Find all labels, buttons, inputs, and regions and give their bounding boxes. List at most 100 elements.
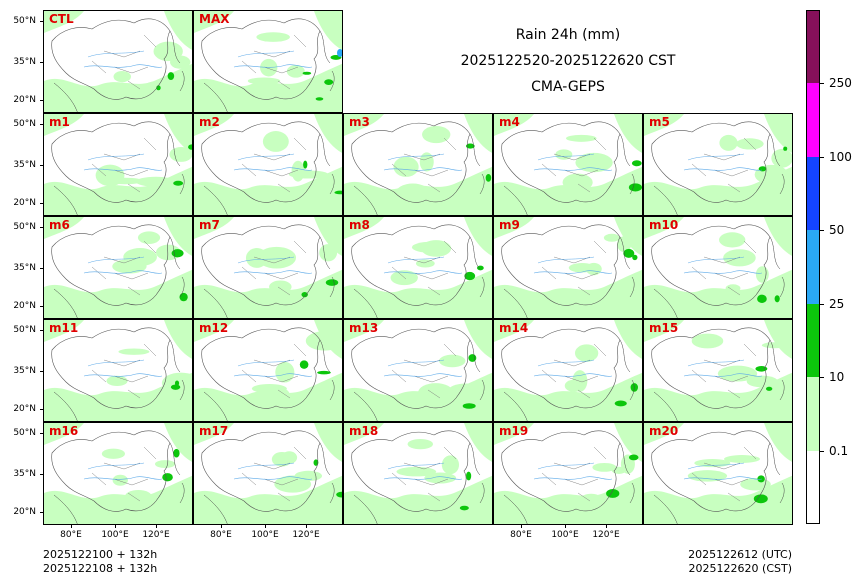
panel-label: m4	[499, 115, 520, 129]
river	[533, 476, 613, 480]
country-border	[51, 224, 171, 306]
coastline	[203, 82, 228, 112]
coastline	[769, 442, 785, 504]
country-border	[501, 327, 621, 409]
country-border	[351, 224, 471, 306]
rain-area-light	[614, 114, 642, 153]
longitude-tick-mark	[606, 525, 607, 528]
river	[537, 359, 595, 367]
river	[83, 167, 163, 171]
map-panel: m8	[343, 216, 493, 319]
rain-area-moderate	[303, 160, 308, 169]
rain-area-light	[251, 384, 287, 394]
coastline	[353, 185, 378, 215]
rain-area-moderate	[162, 473, 173, 482]
colorbar-tick-label: 50	[829, 223, 845, 238]
river	[383, 167, 463, 171]
rain-area-moderate	[302, 71, 312, 75]
latitude-tick-label: 20°N	[13, 404, 36, 414]
river	[683, 476, 763, 480]
river	[237, 50, 295, 58]
rain-area-light	[344, 475, 492, 524]
rain-area-light	[44, 166, 192, 215]
latitude-tick-mark	[40, 203, 43, 204]
latitude-tick-label: 20°N	[13, 198, 36, 208]
longitude-tick-label: 120°E	[592, 530, 620, 540]
country-border	[201, 224, 321, 306]
river	[687, 153, 745, 161]
river	[387, 153, 445, 161]
valid-period: 2025122520-2025122620 CST	[460, 53, 676, 69]
province-borders	[91, 343, 157, 399]
map-background	[644, 423, 792, 524]
longitude-tick-mark	[71, 525, 72, 528]
river	[387, 462, 445, 470]
coastline	[203, 494, 228, 524]
country-border	[651, 327, 771, 409]
country-border	[351, 327, 471, 409]
rain-area-light	[764, 423, 792, 462]
latitude-tick-mark	[40, 371, 43, 372]
coastline	[619, 133, 635, 195]
province-borders	[91, 137, 157, 193]
panel-label: m8	[349, 218, 370, 232]
rain-area-light	[424, 472, 457, 484]
map-panel: m2	[193, 113, 343, 216]
panel-label: m18	[349, 424, 379, 438]
colorbar-frame	[806, 10, 820, 524]
latitude-tick-label: 50°N	[13, 325, 36, 335]
model-name: CMA-GEPS	[531, 79, 605, 95]
latitude-tick-mark	[40, 330, 43, 331]
map-background	[644, 320, 792, 421]
rain-area-light	[194, 423, 234, 445]
rain-area-light	[44, 475, 192, 524]
map-background	[344, 320, 492, 421]
panel-label: m1	[49, 115, 70, 129]
panel-label: CTL	[49, 12, 74, 26]
coastline	[169, 236, 185, 298]
colorbar-segment	[806, 377, 820, 451]
map-background	[44, 114, 192, 215]
province-borders	[391, 240, 457, 296]
rain-area-light	[448, 383, 484, 397]
rain-area-light	[746, 375, 778, 388]
rain-area-light	[164, 217, 192, 256]
map-background	[194, 114, 342, 215]
rain-area-light	[562, 173, 593, 192]
country-border	[351, 430, 471, 512]
map-panel: m11	[43, 319, 193, 422]
coastline	[319, 339, 335, 401]
rain-area-moderate	[628, 454, 639, 461]
country-border	[51, 327, 171, 409]
province-borders	[391, 137, 457, 193]
panel-label: m3	[349, 115, 370, 129]
map-background	[344, 217, 492, 318]
country-border	[501, 121, 621, 203]
rain-area-moderate	[171, 249, 184, 258]
coastline	[353, 494, 378, 524]
rain-area-light	[194, 166, 342, 215]
rain-area-light	[565, 134, 597, 142]
rain-area-light	[691, 333, 724, 349]
latitude-tick-mark	[40, 474, 43, 475]
rain-area-moderate	[623, 248, 635, 258]
province-borders	[691, 240, 757, 296]
rain-area-light	[44, 217, 84, 239]
map-panel: m14	[493, 319, 643, 422]
country-border	[501, 430, 621, 512]
rain-area-moderate	[170, 384, 181, 390]
country-border	[651, 224, 771, 306]
panel-label: m13	[349, 321, 379, 335]
river	[237, 256, 295, 264]
rain-area-light	[112, 474, 128, 486]
rain-area-light	[644, 320, 684, 342]
rain-area-light	[136, 176, 176, 187]
rain-area-moderate	[313, 459, 319, 466]
rain-area-light	[464, 217, 492, 256]
province-borders	[241, 343, 307, 399]
coastline	[319, 442, 335, 504]
colorbar-tick-mark	[820, 83, 824, 85]
map-background	[44, 423, 192, 524]
rain-area-moderate	[765, 386, 773, 391]
coastline	[53, 288, 78, 318]
